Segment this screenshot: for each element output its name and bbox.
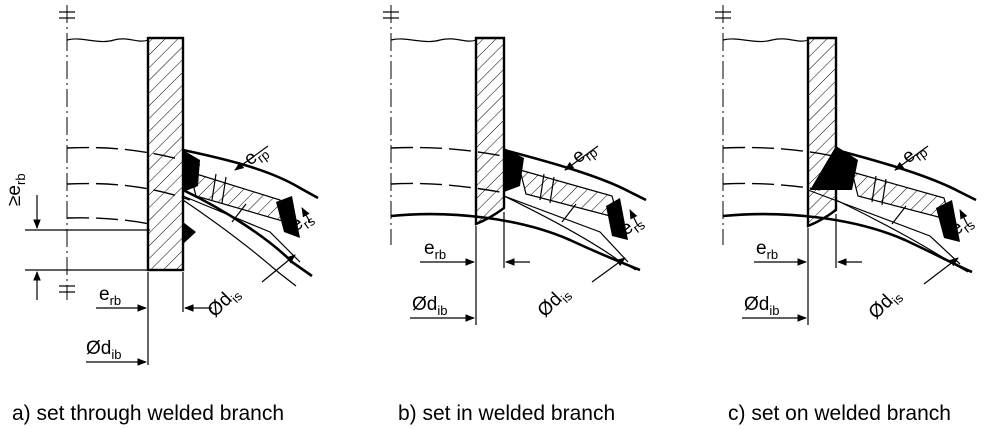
label-dib: Ødib xyxy=(86,338,121,362)
weld xyxy=(936,200,960,242)
weld xyxy=(183,150,200,192)
weld xyxy=(504,148,524,192)
panel-c: erp ers erb Ødis Ødib xyxy=(715,5,978,326)
label-dis: Ødis xyxy=(865,284,907,326)
panel-a: ≥erb erp ers erb Ødis Ødib xyxy=(4,5,319,366)
break-line xyxy=(66,38,149,43)
caption-c: c) set on welded branch xyxy=(728,402,951,425)
run-pipe-wall xyxy=(474,36,506,226)
label-erb: erb xyxy=(756,238,778,262)
label-dib: Ødib xyxy=(744,294,779,318)
branch-pipe xyxy=(835,148,977,202)
break-line xyxy=(722,38,809,43)
weld xyxy=(276,196,300,238)
label-erb: erb xyxy=(424,238,446,262)
label-erb: erb xyxy=(99,284,121,308)
panel-b: erp ers erb Ødis Ødib xyxy=(383,5,648,325)
label-erb-min: ≥erb xyxy=(4,173,28,206)
label-erp: erp xyxy=(898,138,930,171)
run-pipe-wall xyxy=(146,36,185,272)
weld xyxy=(183,222,196,244)
weld xyxy=(810,146,858,190)
label-erp: erp xyxy=(568,138,600,171)
branch-pipe xyxy=(503,148,647,202)
label-dis: Ødis xyxy=(204,282,246,324)
run-pipe-wall xyxy=(806,36,838,228)
branch-pipe xyxy=(182,148,319,200)
caption-a: a) set through welded branch xyxy=(12,402,284,425)
label-erp: erp xyxy=(240,140,272,173)
label-dib: Ødib xyxy=(412,294,447,318)
break-line xyxy=(390,38,477,43)
caption-b: b) set in welded branch xyxy=(398,402,615,425)
weld xyxy=(606,198,628,240)
label-dis: Ødis xyxy=(534,282,576,324)
